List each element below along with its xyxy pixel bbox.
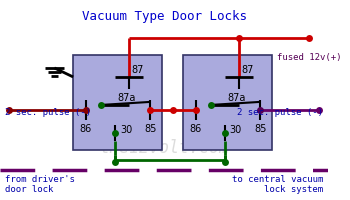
Bar [73,55,162,150]
Text: 86: 86 [189,124,201,134]
Text: 85: 85 [145,124,157,134]
Text: 85: 85 [254,124,267,134]
Text: 87a: 87a [117,93,135,103]
Text: 2 sec. pulse (-): 2 sec. pulse (-) [237,108,323,117]
Text: 87: 87 [241,65,253,75]
Text: the12volt.com: the12volt.com [99,139,229,157]
Text: 87: 87 [131,65,144,75]
Text: 86: 86 [79,124,91,134]
Text: to central vacuum
lock system: to central vacuum lock system [232,175,323,194]
Text: Vacuum Type Door Locks: Vacuum Type Door Locks [82,10,246,23]
Text: 2 sec. pulse (-): 2 sec. pulse (-) [5,108,91,117]
Text: fused 12v(+): fused 12v(+) [276,53,341,62]
Text: 87a: 87a [227,93,245,103]
Bar [183,55,272,150]
Text: from driver's
door lock: from driver's door lock [5,175,75,194]
Text: 30: 30 [230,125,242,135]
Text: 30: 30 [120,125,132,135]
